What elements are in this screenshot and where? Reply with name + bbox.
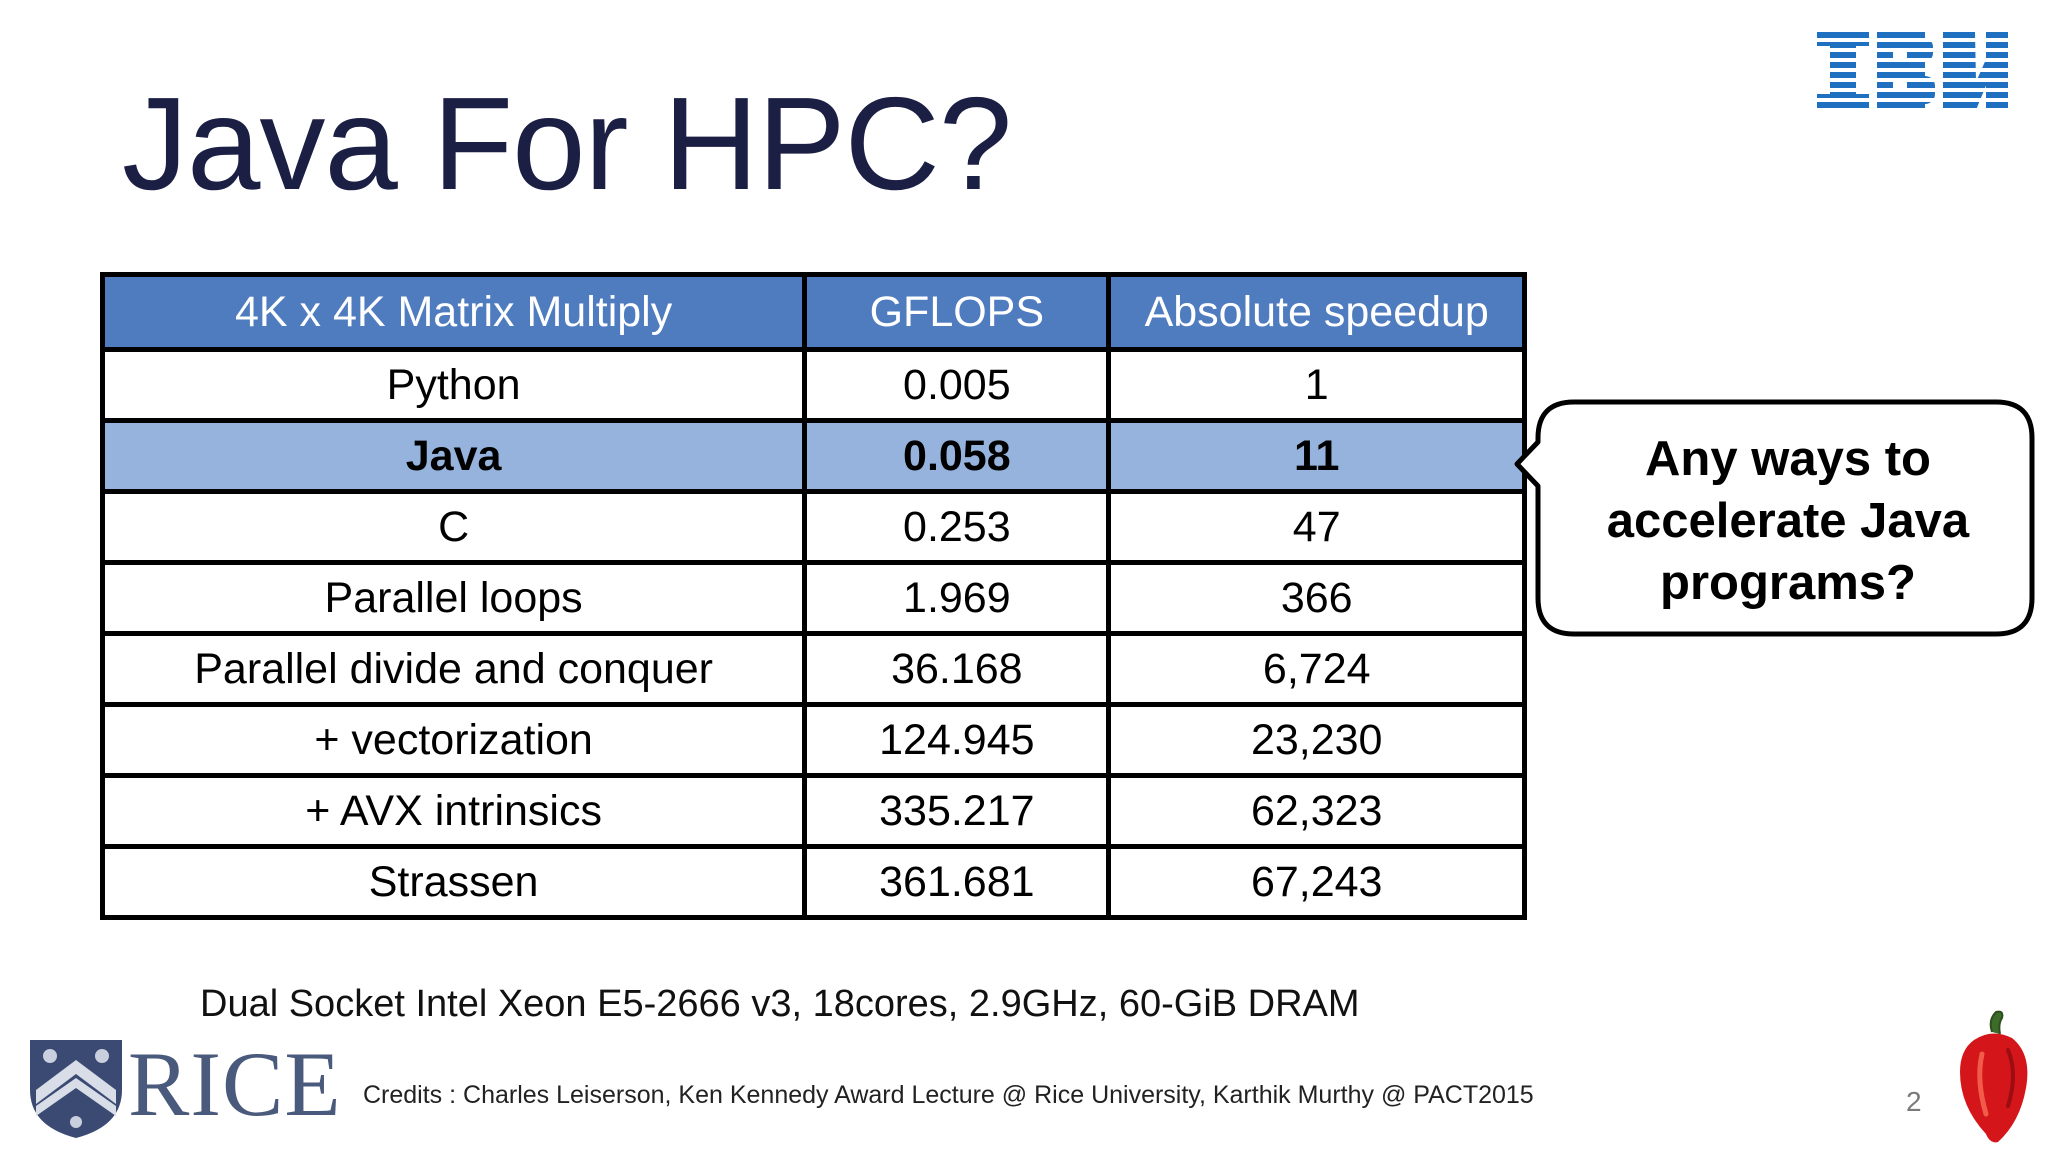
- speedup-cell: 11: [1106, 418, 1527, 494]
- speedup-cell: 47: [1106, 489, 1527, 565]
- credits-text: Credits : Charles Leiserson, Ken Kennedy…: [363, 1081, 1534, 1109]
- benchmark-cell: Parallel divide and conquer: [99, 631, 808, 707]
- callout-line: accelerate Java: [1606, 494, 1970, 548]
- gflops-cell: 124.945: [802, 702, 1112, 778]
- benchmark-table: 4K x 4K Matrix Multiply GFLOPS Absolute …: [99, 272, 1527, 920]
- table-row: Parallel divide and conquer 36.168 6,724: [99, 631, 1527, 707]
- benchmark-cell: + AVX intrinsics: [99, 773, 808, 849]
- benchmark-cell: + vectorization: [99, 702, 808, 778]
- table-row: + vectorization 124.945 23,230: [99, 702, 1527, 778]
- hardware-footnote: Dual Socket Intel Xeon E5-2666 v3, 18cor…: [200, 983, 1360, 1025]
- table-row-highlighted: Java 0.058 11: [99, 418, 1527, 494]
- table-row: + AVX intrinsics 335.217 62,323: [99, 773, 1527, 849]
- gflops-cell: 0.253: [802, 489, 1112, 565]
- benchmark-cell: Python: [99, 347, 808, 423]
- benchmark-cell: Parallel loops: [99, 560, 808, 636]
- habanero-pepper-icon: [1960, 1010, 2028, 1143]
- table-row: Python 0.005 1: [99, 347, 1527, 423]
- table-header-row: 4K x 4K Matrix Multiply GFLOPS Absolute …: [99, 272, 1527, 352]
- column-header-speedup: Absolute speedup: [1106, 272, 1527, 352]
- ibm-logo-icon: [1817, 32, 2008, 110]
- table-row: Strassen 361.681 67,243: [99, 844, 1527, 920]
- speedup-cell: 366: [1106, 560, 1527, 636]
- column-header-benchmark: 4K x 4K Matrix Multiply: [99, 272, 808, 352]
- slide-title: Java For HPC?: [122, 70, 1012, 217]
- column-header-gflops: GFLOPS: [802, 272, 1112, 352]
- callout-text: Any ways to accelerate Java programs?: [1548, 428, 2028, 614]
- callout-line: programs?: [1660, 556, 1916, 610]
- table-row: Parallel loops 1.969 366: [99, 560, 1527, 636]
- page-number: 2: [1906, 1086, 1922, 1117]
- gflops-cell: 36.168: [802, 631, 1112, 707]
- rice-wordmark: RICE: [128, 1033, 342, 1135]
- gflops-cell: 1.969: [802, 560, 1112, 636]
- callout-line: Any ways to: [1645, 432, 1931, 486]
- table-row: C 0.253 47: [99, 489, 1527, 565]
- benchmark-cell: Strassen: [99, 844, 808, 920]
- gflops-cell: 335.217: [802, 773, 1112, 849]
- gflops-cell: 0.005: [802, 347, 1112, 423]
- callout-bubble: [1514, 399, 2035, 637]
- rice-shield-icon: [30, 1040, 122, 1138]
- speedup-cell: 6,724: [1106, 631, 1527, 707]
- speedup-cell: 23,230: [1106, 702, 1527, 778]
- speedup-cell: 67,243: [1106, 844, 1527, 920]
- speedup-cell: 62,323: [1106, 773, 1527, 849]
- gflops-cell: 361.681: [802, 844, 1112, 920]
- gflops-cell: 0.058: [802, 418, 1112, 494]
- speedup-cell: 1: [1106, 347, 1527, 423]
- benchmark-cell: C: [99, 489, 808, 565]
- benchmark-cell: Java: [99, 418, 808, 494]
